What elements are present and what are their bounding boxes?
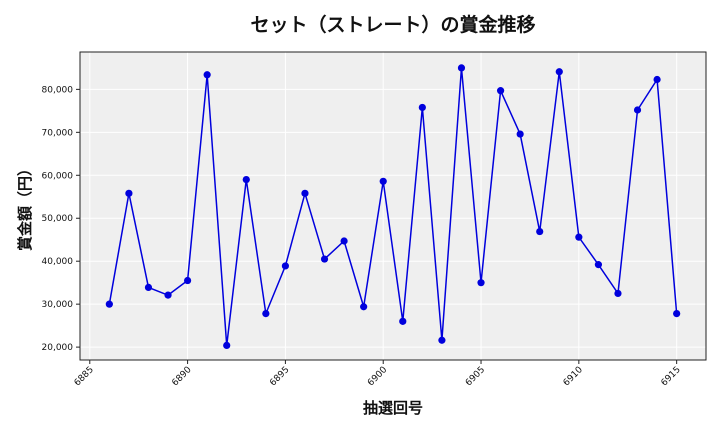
data-point	[457, 64, 466, 72]
y-tick-label: 20,000	[42, 343, 74, 353]
plot-border	[79, 51, 707, 361]
data-point	[125, 189, 133, 197]
data-point	[144, 283, 153, 292]
x-axis-label: 抽選回号	[363, 399, 423, 417]
y-tick-label: 50,000	[42, 214, 74, 224]
y-axis-label: 賞金額（円）	[16, 161, 34, 251]
data-point	[438, 336, 446, 344]
plot-area	[79, 51, 707, 361]
data-point	[203, 71, 211, 79]
data-point	[301, 189, 309, 197]
data-point	[379, 177, 387, 185]
data-point	[575, 233, 583, 241]
x-tick-label: 6890	[170, 365, 193, 388]
data-point	[477, 279, 485, 287]
data-point	[536, 227, 544, 236]
x-tick-label: 6910	[562, 365, 585, 388]
data-point	[340, 237, 348, 245]
data-point	[496, 87, 505, 95]
x-tick-label: 6900	[366, 365, 389, 388]
data-line	[108, 67, 678, 346]
data-points	[105, 64, 681, 349]
y-tick-label: 40,000	[42, 257, 74, 267]
data-point	[105, 300, 113, 308]
data-point	[281, 262, 290, 270]
y-tick-label: 30,000	[42, 300, 74, 310]
data-point	[360, 303, 368, 311]
grid-lines	[80, 52, 706, 360]
data-point	[262, 310, 270, 318]
data-point	[594, 261, 603, 269]
data-point	[614, 289, 622, 298]
y-tick-label: 60,000	[42, 171, 74, 181]
x-tick-label: 6885	[73, 365, 96, 388]
y-axis-ticks: 20,000 30,000 40,000 50,000 60,000 70,000 80,0…	[42, 85, 80, 353]
data-point	[516, 130, 524, 138]
x-tick-label: 6895	[268, 365, 291, 388]
data-point	[320, 255, 329, 263]
data-point	[418, 103, 426, 112]
data-point	[164, 291, 172, 299]
data-point	[183, 276, 192, 285]
y-tick-label: 70,000	[42, 128, 74, 138]
data-point	[223, 341, 231, 349]
data-point	[633, 106, 642, 114]
x-tick-label: 6905	[464, 365, 487, 388]
x-tick-label: 6915	[660, 365, 683, 388]
chart-title: セット（ストレート）の賞金推移	[250, 14, 536, 36]
data-point	[653, 75, 661, 84]
x-axis-ticks: 6885 6890 6895 6900 6905 6910 6915	[73, 360, 683, 388]
data-point	[673, 310, 681, 318]
data-point	[555, 68, 563, 76]
y-tick-label: 80,000	[42, 85, 74, 95]
data-point	[399, 317, 407, 325]
data-point	[242, 175, 250, 184]
